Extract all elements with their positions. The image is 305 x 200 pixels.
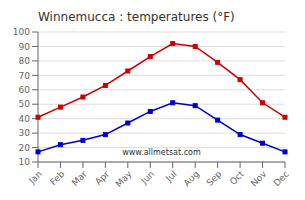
svg-text:10: 10 bbox=[19, 157, 31, 167]
svg-text:Mar: Mar bbox=[70, 169, 89, 188]
svg-text:70: 70 bbox=[19, 71, 31, 81]
svg-text:60: 60 bbox=[19, 85, 31, 95]
svg-text:Jan: Jan bbox=[26, 169, 44, 187]
html-text:www.allmetsat.com: www.allmetsat.com bbox=[122, 148, 201, 157]
svg-text:Feb: Feb bbox=[48, 169, 67, 188]
svg-text:Apr: Apr bbox=[93, 169, 111, 187]
svg-text:Sep: Sep bbox=[204, 169, 223, 188]
svg-text:20: 20 bbox=[19, 143, 31, 153]
svg-text:May: May bbox=[114, 168, 135, 189]
svg-text:40: 40 bbox=[19, 114, 31, 124]
svg-text:Oct: Oct bbox=[228, 169, 246, 187]
svg-text:Jun: Jun bbox=[138, 169, 156, 187]
svg-text:50: 50 bbox=[19, 99, 31, 109]
svg-text:Aug: Aug bbox=[182, 169, 202, 189]
svg-text:100: 100 bbox=[13, 27, 30, 37]
svg-text:Jul: Jul bbox=[163, 169, 178, 184]
svg-text:90: 90 bbox=[19, 42, 31, 52]
svg-text:Dec: Dec bbox=[272, 169, 291, 188]
html-text:Winnemucca : temperatures (°F): Winnemucca : temperatures (°F) bbox=[38, 10, 235, 24]
svg-text:Nov: Nov bbox=[249, 168, 269, 188]
svg-text:80: 80 bbox=[19, 56, 31, 66]
svg-text:30: 30 bbox=[19, 128, 31, 138]
